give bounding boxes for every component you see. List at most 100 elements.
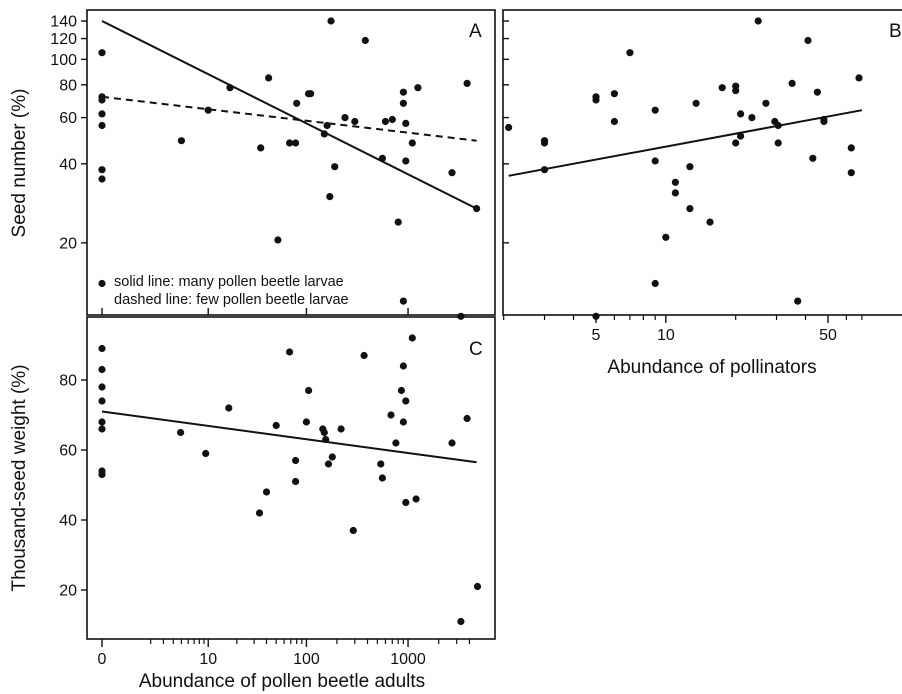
- panel-c-data-point: [463, 414, 471, 423]
- panel-c-data-point: [402, 498, 410, 507]
- panel-b-data-point: [754, 17, 762, 25]
- panel-a-data-point: [351, 117, 359, 126]
- panel-c-data-point: [98, 397, 106, 405]
- panel-c-data-point: [378, 474, 386, 482]
- panel-b: B 5 10 50 Abundance of pollinators: [502, 9, 902, 378]
- panel-a-data-point: [326, 193, 334, 201]
- panel-a-y-tick-label: 80: [59, 77, 77, 94]
- panel-a-data-point: [265, 74, 273, 82]
- panel-b-data-point: [540, 137, 549, 145]
- panel-a-data-point: [448, 169, 456, 177]
- panel-a-data-point: [293, 99, 301, 107]
- panel-c-data-point: [320, 428, 328, 437]
- panel-c-label: C: [469, 339, 483, 360]
- panel-a-data-point: [98, 121, 106, 130]
- panel-c-data-point: [286, 348, 294, 356]
- panel-a-data-point: [399, 99, 407, 107]
- panel-b-data-point: [762, 99, 770, 107]
- panel-a-data-point: [399, 88, 407, 96]
- panel-b-data-point: [651, 106, 659, 114]
- panel-c-data-point: [337, 425, 345, 433]
- panel-c-data-point: [399, 418, 407, 426]
- panel-c: C 20 40 60 80 0 10 100 1000 Abundance of pollen…: [9, 316, 496, 692]
- panel-b-frame: [502, 9, 902, 316]
- panel-a-data-point: [473, 205, 481, 213]
- panel-c-data-point: [177, 428, 185, 437]
- panel-c-data-point: [98, 425, 106, 433]
- panel-b-data-point: [505, 123, 513, 132]
- panel-a-data-point: [274, 236, 282, 244]
- panel-c-y-tick-label: 80: [59, 373, 77, 390]
- panel-c-data-point: [202, 449, 210, 458]
- panel-b-data-point: [610, 90, 619, 98]
- panel-a-data-point: [388, 115, 396, 124]
- panel-c-data-point: [98, 365, 106, 374]
- panel-c-data-point: [399, 362, 407, 370]
- panel-c-data-point: [349, 526, 357, 535]
- panel-a-data-point: [381, 117, 389, 126]
- panel-a-annotations: solid line: many pollen beetle larvae da…: [114, 274, 349, 308]
- panel-b-data-point: [774, 121, 782, 130]
- panel-b-data-point: [855, 74, 863, 82]
- panel-c-data-point: [262, 488, 271, 496]
- panel-a-data-point: [98, 110, 106, 118]
- panel-b-data-point: [651, 157, 659, 165]
- panel-b-data-point: [662, 233, 670, 241]
- panel-a-data-point: [341, 114, 349, 122]
- panel-b-data-point: [718, 84, 726, 92]
- panel-c-data-point: [292, 477, 300, 486]
- panel-a-data-point: [98, 279, 106, 288]
- panel-b-data-point: [748, 114, 756, 122]
- panel-b-label: B: [889, 21, 902, 42]
- panel-c-data-point: [473, 582, 482, 591]
- panel-a-data-point: [414, 84, 422, 92]
- panel-a-data-point: [204, 106, 212, 114]
- panel-b-data-point: [706, 218, 714, 226]
- panel-c-data-point: [98, 383, 106, 391]
- panel-c-data-point: [98, 470, 106, 479]
- panel-c-x-tick-label: 0: [98, 651, 107, 668]
- panel-a-data-point: [327, 17, 335, 25]
- panel-a-data-point: [320, 130, 328, 138]
- panel-b-data-point: [692, 99, 700, 107]
- panel-c-data-point: [305, 386, 313, 395]
- panel-c-data-point: [324, 460, 333, 468]
- panel-c-data-point: [408, 334, 416, 342]
- panel-b-data-point: [592, 93, 600, 101]
- panel-a-data-point: [378, 154, 386, 162]
- panel-a-data-point: [399, 297, 407, 305]
- panel-a-data-point: [98, 96, 106, 104]
- panel-b-data-point: [732, 82, 740, 90]
- panel-c-data-point: [448, 439, 456, 447]
- panel-c-x-axis-title: Abundance of pollen beetle adults: [139, 671, 425, 692]
- panel-c-data-point: [292, 456, 300, 465]
- panel-a-dashed-fit-line: [101, 95, 477, 142]
- panel-b-data-point: [651, 279, 659, 288]
- panel-a-data-point: [402, 119, 410, 127]
- panel-a-frame: [86, 9, 496, 316]
- panel-b-data-point: [847, 144, 855, 152]
- panel-b-data-point: [540, 166, 549, 174]
- panel-b-solid-fit-line: [508, 109, 863, 177]
- panel-b-data-point: [813, 88, 822, 96]
- panel-a-y-axis-title: Seed number (%): [9, 89, 30, 238]
- panel-c-data-point: [412, 495, 420, 503]
- panel-c-data-point: [457, 617, 465, 626]
- panel-a-data-point: [331, 163, 339, 171]
- panel-a-data-point: [323, 121, 331, 130]
- panel-c-y-tick-label: 40: [59, 513, 77, 530]
- panel-a-y-tick-label: 120: [50, 31, 77, 48]
- panel-c-data-point: [302, 418, 310, 426]
- panel-c-data-point: [98, 418, 106, 426]
- panel-a-solid-fit-line: [101, 20, 478, 210]
- annotation-dashed-line: dashed line: few pollen beetle larvae: [114, 292, 349, 308]
- panel-a-y-tick-label: 40: [59, 156, 77, 173]
- panel-a-y-tick-label: 100: [50, 52, 77, 69]
- panel-a-data-point: [307, 90, 315, 98]
- panel-a-data-point: [402, 157, 410, 165]
- panel-b-data-point: [737, 110, 745, 118]
- panel-b-x-tick-label: 10: [657, 327, 675, 344]
- panel-b-data-point: [610, 117, 619, 126]
- panel-a-data-point: [98, 166, 106, 174]
